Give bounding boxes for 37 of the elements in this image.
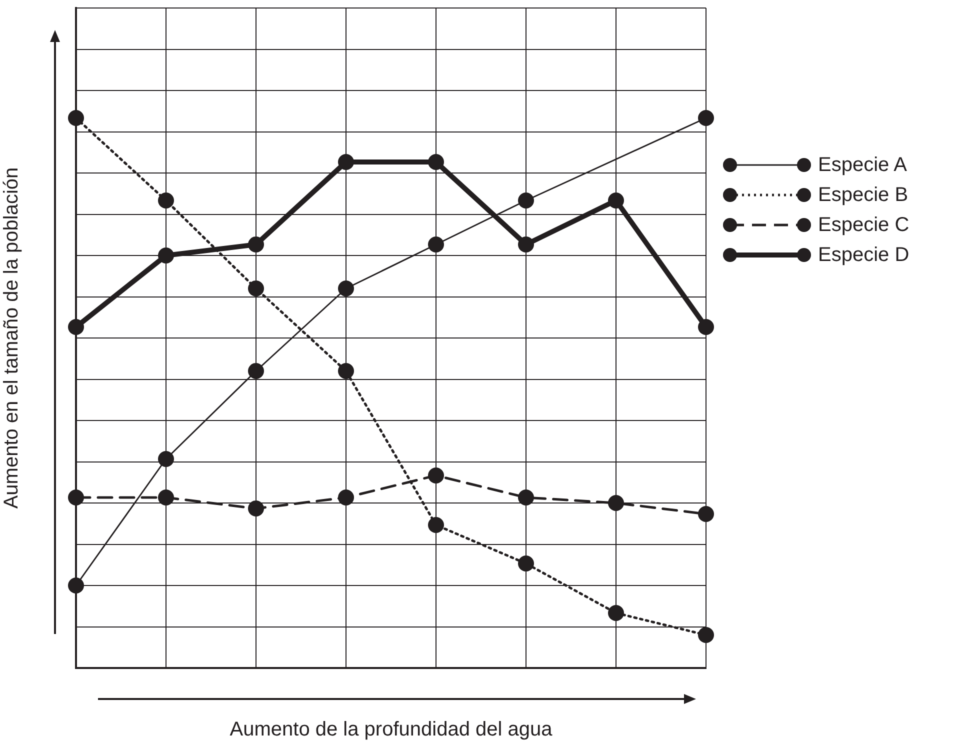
point [698,627,714,643]
point [158,248,174,264]
point [428,236,444,252]
point [158,451,174,467]
point [428,468,444,484]
point [608,495,624,511]
point [608,192,624,208]
legend-label: Especie A [818,154,907,176]
point [428,154,444,170]
legend-label: Especie C [818,214,910,236]
point [338,490,354,506]
legend-label: Especie B [818,184,908,206]
point [518,556,534,572]
point [428,517,444,533]
point [338,280,354,296]
point [698,319,714,335]
point [698,110,714,126]
point [248,500,264,516]
point [68,578,84,594]
point [338,154,354,170]
point [158,192,174,208]
point [158,490,174,506]
legend-label: Especie D [818,244,910,266]
point [518,192,534,208]
point [608,605,624,621]
point [68,110,84,126]
point [518,236,534,252]
point [68,490,84,506]
x-axis-title: Aumento de la profundidad del agua [230,718,554,741]
point [248,236,264,252]
point [248,280,264,296]
point [698,506,714,522]
point [338,363,354,379]
point [248,363,264,379]
y-axis-title: Aumento en el tamaño de la población [0,167,23,509]
point [68,319,84,335]
point [518,490,534,506]
